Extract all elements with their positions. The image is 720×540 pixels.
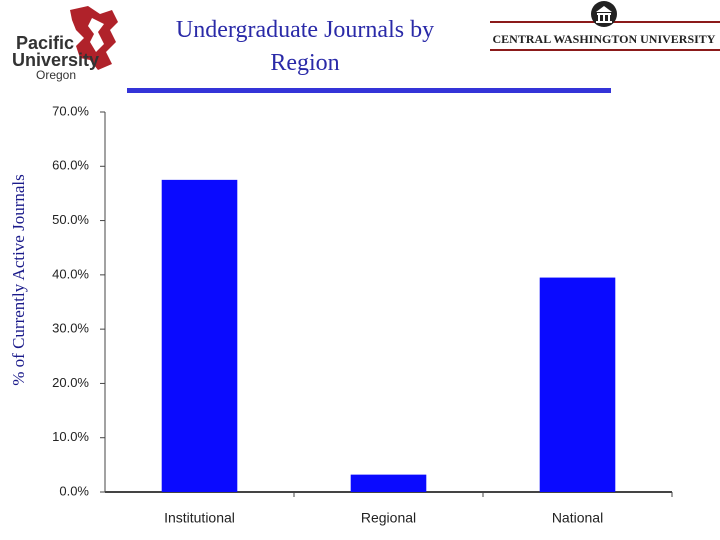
plot: 0.0% 10.0% 20.0% 30.0% 40.0% 50.0% 60.0% 70.0% I… [52, 103, 673, 526]
y-tick-label: 50.0% [52, 212, 89, 227]
y-tick-label: 20.0% [52, 375, 89, 390]
y-tick-label: 40.0% [52, 266, 89, 281]
x-tick-label: Regional [361, 510, 416, 526]
cwu-logo-icon [591, 1, 617, 27]
y-axis-label: % of Currently Active Journals [9, 174, 28, 386]
chart-title: Undergraduate Journals by Region [175, 17, 435, 76]
y-tick-label: 70.0% [52, 103, 89, 118]
y-tick-label: 0.0% [59, 483, 89, 498]
pacific-logo-icon [70, 6, 118, 70]
bar [539, 277, 616, 492]
logo-text: Oregon [36, 68, 76, 82]
x-tick-label: National [552, 510, 603, 526]
title-underline [127, 88, 611, 93]
y-tick-label: 10.0% [52, 429, 89, 444]
logo-text: Pacific [16, 33, 74, 53]
bar [350, 474, 427, 492]
y-tick-label: 60.0% [52, 158, 89, 173]
logo-text: CENTRAL WASHINGTON UNIVERSITY [493, 32, 716, 46]
x-tick-label: Institutional [164, 510, 235, 526]
logo-text: University [12, 50, 99, 70]
y-tick-label: 30.0% [52, 321, 89, 336]
bar [161, 179, 238, 492]
